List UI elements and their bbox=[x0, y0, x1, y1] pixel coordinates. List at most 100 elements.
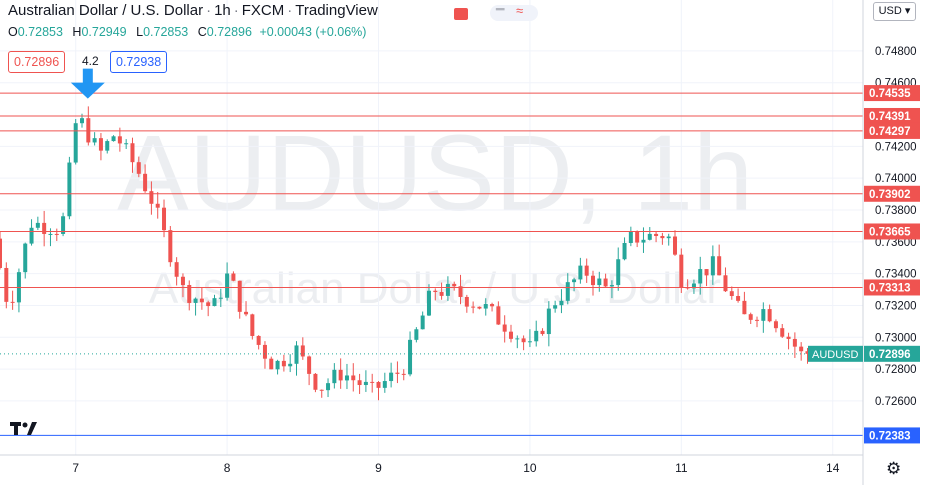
high-label: H bbox=[72, 25, 82, 39]
candle-body bbox=[281, 360, 286, 367]
level-label: 0.74391 bbox=[869, 111, 911, 123]
buy-button[interactable]: 0.72938 bbox=[110, 51, 168, 73]
candle-body bbox=[29, 227, 34, 244]
candle-body bbox=[218, 297, 223, 299]
candle-body bbox=[597, 278, 602, 286]
candle-body bbox=[414, 329, 419, 340]
candle-body bbox=[42, 222, 47, 234]
candle-body bbox=[666, 236, 671, 239]
x-tick-label: 8 bbox=[224, 461, 231, 475]
candle-body bbox=[225, 273, 230, 298]
candle-body bbox=[231, 273, 236, 281]
candle-body bbox=[256, 335, 261, 345]
candle-body bbox=[565, 282, 570, 301]
down-arrow-icon bbox=[70, 68, 105, 99]
candle-body bbox=[174, 262, 179, 277]
candle-body bbox=[206, 302, 211, 307]
candle-body bbox=[294, 345, 299, 364]
level-label-bg bbox=[864, 427, 920, 444]
y-tick-label: 0.72600 bbox=[875, 396, 917, 408]
candle-body bbox=[799, 346, 804, 352]
candle-body bbox=[92, 138, 97, 143]
candle-body bbox=[351, 375, 356, 381]
y-tick-label: 0.73600 bbox=[875, 237, 917, 249]
candle-body bbox=[363, 381, 368, 386]
candle-body bbox=[136, 162, 141, 174]
candle-body bbox=[237, 280, 242, 312]
platform: TradingView bbox=[295, 2, 378, 19]
level-label: 0.72383 bbox=[869, 430, 911, 442]
current-price-label: 0.72896 bbox=[869, 349, 911, 361]
candle-body bbox=[553, 305, 558, 309]
candle-body bbox=[736, 296, 741, 301]
candle-body bbox=[111, 136, 116, 142]
level-label-bg bbox=[864, 279, 920, 296]
eye-icon: ━ bbox=[496, 1, 505, 17]
high-value: 0.72949 bbox=[81, 25, 127, 39]
candle-body bbox=[773, 321, 778, 329]
candle-body bbox=[609, 285, 614, 287]
level-label: 0.74535 bbox=[869, 88, 911, 100]
open-value: 0.72853 bbox=[17, 25, 63, 39]
candles bbox=[0, 106, 810, 401]
sell-button[interactable]: 0.72896 bbox=[8, 51, 66, 73]
candle-body bbox=[628, 231, 633, 244]
candle-body bbox=[244, 311, 249, 315]
candle-body bbox=[275, 360, 280, 370]
indicator-toggle[interactable]: ━ ≈ bbox=[490, 1, 538, 21]
candle-body bbox=[445, 283, 450, 296]
arrow-head bbox=[70, 82, 105, 99]
candle-body bbox=[483, 304, 488, 309]
settings-gear-icon[interactable]: ⚙ bbox=[886, 459, 902, 478]
candle-body bbox=[546, 308, 551, 335]
candle-body bbox=[0, 238, 2, 268]
symbol-name[interactable]: Australian Dollar / U.S. Dollar bbox=[8, 2, 204, 19]
candle-body bbox=[679, 254, 684, 288]
candle-body bbox=[471, 306, 476, 308]
candle-body bbox=[193, 298, 198, 303]
x-tick-label: 10 bbox=[523, 461, 537, 475]
candle-body bbox=[155, 203, 160, 208]
candle-body bbox=[792, 338, 797, 347]
candle-body bbox=[262, 344, 267, 359]
chart-title: Australian Dollar / U.S. Dollar · 1h · FXCM ·… bbox=[8, 1, 538, 21]
candle-body bbox=[584, 265, 589, 276]
candle-body bbox=[332, 369, 337, 384]
candle-body bbox=[805, 351, 810, 354]
tradingview-logo-icon[interactable] bbox=[10, 418, 38, 438]
level-label-bg bbox=[864, 122, 920, 139]
candle-body bbox=[10, 301, 15, 303]
interval[interactable]: 1h bbox=[214, 2, 231, 19]
y-tick-label: 0.74800 bbox=[875, 46, 917, 58]
y-tick-label: 0.72800 bbox=[875, 364, 917, 376]
symbol-tag-bg bbox=[808, 345, 863, 362]
price-axis-labels: 0.74535 0.74391 0.74297 0.73902 0.73665 0.733… bbox=[808, 85, 920, 444]
red-flag-icon[interactable] bbox=[454, 8, 468, 20]
candle-body bbox=[496, 306, 501, 325]
candle-body bbox=[452, 283, 457, 287]
candle-body bbox=[307, 356, 312, 374]
price-axis[interactable]: 0.748000.746000.742000.740000.738000.736… bbox=[875, 46, 917, 408]
candle-body bbox=[98, 138, 103, 151]
close-label: C bbox=[197, 25, 207, 39]
candle-body bbox=[269, 358, 274, 370]
candle-body bbox=[786, 336, 791, 339]
level-label: 0.73902 bbox=[869, 189, 911, 201]
candle-body bbox=[149, 191, 154, 204]
candle-body bbox=[578, 265, 583, 280]
candle-body bbox=[673, 236, 678, 255]
candle-body bbox=[641, 239, 646, 243]
x-tick-label: 14 bbox=[826, 461, 840, 475]
candle-body bbox=[654, 233, 659, 237]
candle-body bbox=[647, 233, 652, 240]
time-axis[interactable]: 7 8 9 10 11 14 bbox=[72, 461, 839, 475]
currency-button[interactable]: USD ▾ bbox=[873, 2, 916, 21]
arrow-shaft bbox=[82, 68, 93, 86]
level-label: 0.74297 bbox=[869, 126, 911, 138]
candle-body bbox=[250, 314, 255, 336]
candle-body bbox=[23, 243, 28, 273]
candle-body bbox=[389, 372, 394, 382]
level-label: 0.73665 bbox=[869, 226, 911, 238]
candle-body bbox=[130, 143, 135, 163]
